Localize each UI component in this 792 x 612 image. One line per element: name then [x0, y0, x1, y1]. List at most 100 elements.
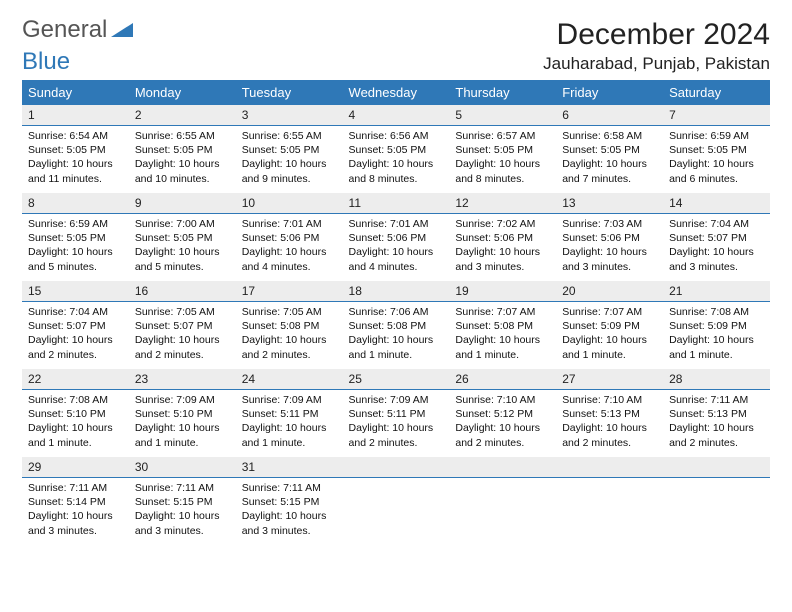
day-details: Sunrise: 6:59 AMSunset: 5:05 PMDaylight:… — [22, 214, 129, 278]
sunset-text: Sunset: 5:07 PM — [28, 319, 123, 333]
daylight-text-1: Daylight: 10 hours — [28, 509, 123, 523]
day-number: 9 — [129, 193, 236, 214]
day-details-empty: . — [663, 478, 770, 499]
sunrise-text: Sunrise: 7:09 AM — [135, 393, 230, 407]
calendar-row: 15Sunrise: 7:04 AMSunset: 5:07 PMDayligh… — [22, 281, 770, 369]
sunset-text: Sunset: 5:05 PM — [28, 143, 123, 157]
sunrise-text: Sunrise: 6:59 AM — [28, 217, 123, 231]
calendar-cell: 4Sunrise: 6:56 AMSunset: 5:05 PMDaylight… — [343, 105, 450, 193]
calendar-cell: 11Sunrise: 7:01 AMSunset: 5:06 PMDayligh… — [343, 193, 450, 281]
sunset-text: Sunset: 5:08 PM — [455, 319, 550, 333]
sunrise-text: Sunrise: 6:57 AM — [455, 129, 550, 143]
day-details: Sunrise: 7:10 AMSunset: 5:13 PMDaylight:… — [556, 390, 663, 454]
daylight-text-2: and 2 minutes. — [135, 348, 230, 362]
day-number-empty: . — [449, 457, 556, 478]
day-details: Sunrise: 7:08 AMSunset: 5:10 PMDaylight:… — [22, 390, 129, 454]
sunset-text: Sunset: 5:15 PM — [135, 495, 230, 509]
calendar-cell: 16Sunrise: 7:05 AMSunset: 5:07 PMDayligh… — [129, 281, 236, 369]
daylight-text-2: and 3 minutes. — [242, 524, 337, 538]
day-number-empty: . — [663, 457, 770, 478]
daylight-text-1: Daylight: 10 hours — [562, 333, 657, 347]
sunrise-text: Sunrise: 7:01 AM — [242, 217, 337, 231]
daylight-text-1: Daylight: 10 hours — [455, 333, 550, 347]
daylight-text-2: and 1 minute. — [669, 348, 764, 362]
calendar-cell: .. — [663, 457, 770, 545]
sunset-text: Sunset: 5:09 PM — [669, 319, 764, 333]
page-header: General Blue December 2024 Jauharabad, P… — [22, 18, 770, 74]
day-details-empty: . — [449, 478, 556, 499]
daylight-text-2: and 1 minute. — [135, 436, 230, 450]
calendar-cell: 6Sunrise: 6:58 AMSunset: 5:05 PMDaylight… — [556, 105, 663, 193]
daylight-text-2: and 4 minutes. — [349, 260, 444, 274]
day-number: 13 — [556, 193, 663, 214]
daylight-text-2: and 1 minute. — [455, 348, 550, 362]
daylight-text-2: and 6 minutes. — [669, 172, 764, 186]
calendar-row: 8Sunrise: 6:59 AMSunset: 5:05 PMDaylight… — [22, 193, 770, 281]
brand-triangle-icon — [111, 18, 133, 42]
day-number: 17 — [236, 281, 343, 302]
sunrise-text: Sunrise: 7:08 AM — [28, 393, 123, 407]
sunrise-text: Sunrise: 7:08 AM — [669, 305, 764, 319]
day-details: Sunrise: 7:09 AMSunset: 5:11 PMDaylight:… — [343, 390, 450, 454]
daylight-text-2: and 9 minutes. — [242, 172, 337, 186]
day-number: 18 — [343, 281, 450, 302]
sunset-text: Sunset: 5:05 PM — [349, 143, 444, 157]
day-number: 5 — [449, 105, 556, 126]
daylight-text-1: Daylight: 10 hours — [242, 333, 337, 347]
calendar-cell: 2Sunrise: 6:55 AMSunset: 5:05 PMDaylight… — [129, 105, 236, 193]
day-number: 29 — [22, 457, 129, 478]
sunset-text: Sunset: 5:09 PM — [562, 319, 657, 333]
day-details-empty: . — [556, 478, 663, 499]
sunset-text: Sunset: 5:05 PM — [135, 231, 230, 245]
daylight-text-1: Daylight: 10 hours — [28, 421, 123, 435]
calendar-cell: .. — [343, 457, 450, 545]
daylight-text-1: Daylight: 10 hours — [669, 421, 764, 435]
sunrise-text: Sunrise: 7:04 AM — [669, 217, 764, 231]
daylight-text-2: and 1 minute. — [242, 436, 337, 450]
daylight-text-2: and 2 minutes. — [669, 436, 764, 450]
daylight-text-2: and 1 minute. — [562, 348, 657, 362]
day-details: Sunrise: 7:00 AMSunset: 5:05 PMDaylight:… — [129, 214, 236, 278]
daylight-text-1: Daylight: 10 hours — [669, 333, 764, 347]
day-details: Sunrise: 7:05 AMSunset: 5:08 PMDaylight:… — [236, 302, 343, 366]
daylight-text-1: Daylight: 10 hours — [562, 421, 657, 435]
calendar-cell: 21Sunrise: 7:08 AMSunset: 5:09 PMDayligh… — [663, 281, 770, 369]
title-block: December 2024 Jauharabad, Punjab, Pakist… — [543, 18, 770, 74]
calendar-row: 1Sunrise: 6:54 AMSunset: 5:05 PMDaylight… — [22, 105, 770, 193]
sunrise-text: Sunrise: 7:05 AM — [135, 305, 230, 319]
calendar-cell: 30Sunrise: 7:11 AMSunset: 5:15 PMDayligh… — [129, 457, 236, 545]
calendar-cell: 3Sunrise: 6:55 AMSunset: 5:05 PMDaylight… — [236, 105, 343, 193]
sunset-text: Sunset: 5:11 PM — [349, 407, 444, 421]
daylight-text-2: and 8 minutes. — [455, 172, 550, 186]
day-number: 26 — [449, 369, 556, 390]
daylight-text-2: and 2 minutes. — [28, 348, 123, 362]
day-number: 27 — [556, 369, 663, 390]
calendar-cell: 22Sunrise: 7:08 AMSunset: 5:10 PMDayligh… — [22, 369, 129, 457]
sunset-text: Sunset: 5:05 PM — [669, 143, 764, 157]
daylight-text-2: and 5 minutes. — [28, 260, 123, 274]
daylight-text-1: Daylight: 10 hours — [669, 245, 764, 259]
weekday-header: Friday — [556, 80, 663, 105]
sunset-text: Sunset: 5:10 PM — [135, 407, 230, 421]
day-details: Sunrise: 6:59 AMSunset: 5:05 PMDaylight:… — [663, 126, 770, 190]
daylight-text-1: Daylight: 10 hours — [135, 509, 230, 523]
sunrise-text: Sunrise: 7:07 AM — [562, 305, 657, 319]
sunset-text: Sunset: 5:10 PM — [28, 407, 123, 421]
sunrise-text: Sunrise: 7:10 AM — [562, 393, 657, 407]
weekday-header: Thursday — [449, 80, 556, 105]
sunrise-text: Sunrise: 7:11 AM — [28, 481, 123, 495]
calendar-cell: 8Sunrise: 6:59 AMSunset: 5:05 PMDaylight… — [22, 193, 129, 281]
calendar-cell: 14Sunrise: 7:04 AMSunset: 5:07 PMDayligh… — [663, 193, 770, 281]
sunset-text: Sunset: 5:06 PM — [349, 231, 444, 245]
sunset-text: Sunset: 5:05 PM — [455, 143, 550, 157]
sunrise-text: Sunrise: 7:10 AM — [455, 393, 550, 407]
day-number: 10 — [236, 193, 343, 214]
daylight-text-1: Daylight: 10 hours — [349, 421, 444, 435]
sunrise-text: Sunrise: 6:59 AM — [669, 129, 764, 143]
weekday-header: Monday — [129, 80, 236, 105]
calendar-cell: 27Sunrise: 7:10 AMSunset: 5:13 PMDayligh… — [556, 369, 663, 457]
day-details: Sunrise: 7:11 AMSunset: 5:15 PMDaylight:… — [236, 478, 343, 542]
day-details: Sunrise: 7:04 AMSunset: 5:07 PMDaylight:… — [663, 214, 770, 278]
day-number: 28 — [663, 369, 770, 390]
sunrise-text: Sunrise: 7:01 AM — [349, 217, 444, 231]
